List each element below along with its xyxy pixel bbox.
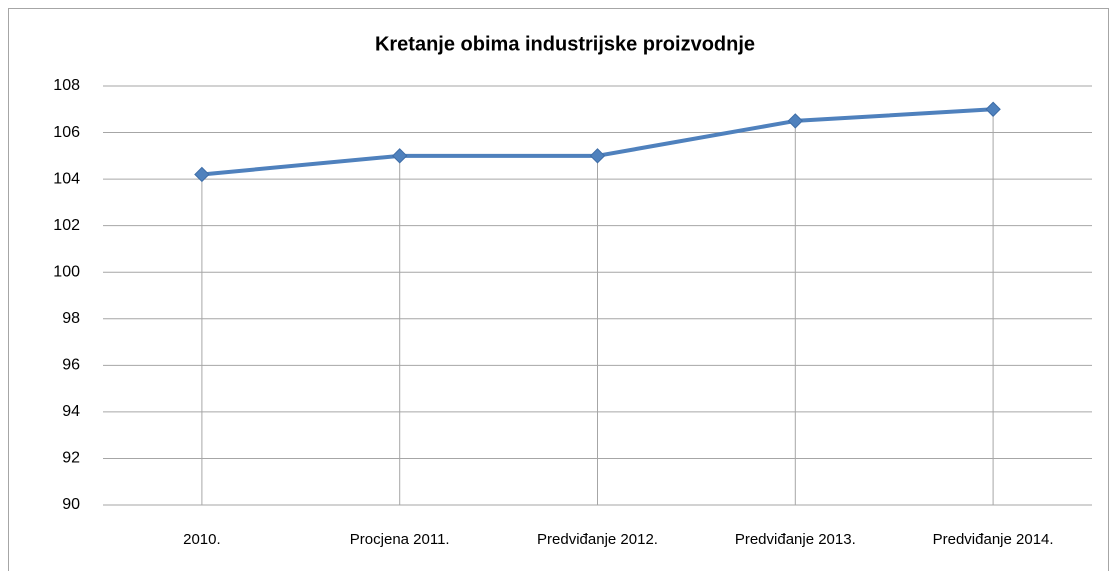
y-tick-label: 104	[53, 170, 80, 187]
x-tick-label: Predviđanje 2014.	[933, 531, 1054, 548]
y-tick-label: 94	[62, 403, 80, 420]
y-tick-label: 96	[62, 357, 80, 374]
x-tick-label: Procjena 2011.	[350, 531, 450, 548]
marker	[589, 148, 606, 164]
marker	[391, 148, 408, 164]
chart-frame	[8, 8, 1109, 571]
y-tick-label: 90	[62, 496, 80, 513]
y-tick-label: 92	[62, 450, 80, 467]
y-tick-label: 106	[53, 124, 80, 141]
y-tick-label: 102	[53, 217, 80, 234]
chart-title: Kretanje obima industrijske proizvodnje	[375, 33, 755, 55]
x-tick-label: Predviđanje 2013.	[735, 531, 856, 548]
x-tick-label: 2010.	[183, 531, 221, 548]
x-tick-label: Predviđanje 2012.	[537, 531, 658, 548]
marker	[194, 166, 210, 183]
y-tick-label: 108	[53, 77, 80, 94]
y-tick-label: 98	[62, 310, 80, 327]
y-tick-label: 100	[53, 263, 80, 280]
marker	[985, 101, 1001, 117]
marker	[787, 113, 804, 129]
